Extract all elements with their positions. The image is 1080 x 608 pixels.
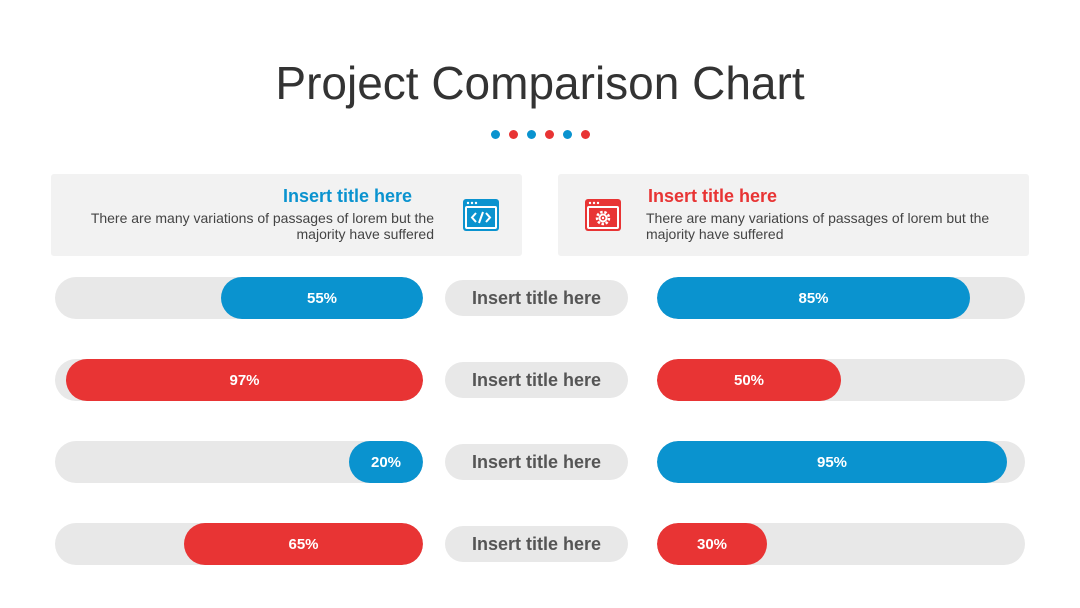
bar: 50%	[657, 359, 841, 401]
bar-value-label: 85%	[798, 289, 829, 307]
bar: 97%	[66, 359, 423, 401]
bar-track: 50%	[657, 359, 1025, 401]
decorative-dot	[490, 130, 500, 139]
right-card-title: Insert title here	[648, 186, 778, 206]
row-label: Insert title here	[445, 526, 628, 562]
settings-window-icon	[585, 199, 621, 231]
decorative-dot	[562, 130, 572, 139]
row-label: Insert title here	[445, 280, 628, 316]
bar-value-label: 65%	[288, 535, 319, 553]
bar-track: 30%	[657, 523, 1025, 565]
row-label: Insert title here	[445, 362, 628, 398]
decorative-dots	[0, 130, 1080, 139]
bar-value-label: 30%	[696, 535, 728, 553]
bar-track: 97%	[55, 359, 423, 401]
bar-value-label: 20%	[370, 453, 402, 471]
bar-value-label: 97%	[229, 371, 260, 389]
bar: 30%	[657, 523, 767, 565]
bar-value-label: 55%	[306, 289, 338, 307]
right-card: Insert title here There are many variati…	[558, 174, 1029, 256]
left-card-description: There are many variations of passages of…	[90, 210, 434, 242]
decorative-dot	[580, 130, 590, 139]
page-title: Project Comparison Chart	[275, 57, 805, 109]
decorative-dot	[508, 130, 518, 139]
bar-track: 55%	[55, 277, 423, 319]
bar: 20%	[349, 441, 423, 483]
bar-track: 85%	[657, 277, 1025, 319]
bar-track: 20%	[55, 441, 423, 483]
bar-value-label: 95%	[816, 453, 848, 471]
row-label: Insert title here	[445, 444, 628, 480]
bar: 55%	[221, 277, 423, 319]
decorative-dot	[544, 130, 554, 139]
decorative-dot	[526, 130, 536, 139]
bar-value-label: 50%	[733, 371, 765, 389]
code-window-icon	[463, 199, 499, 231]
left-card: Insert title here There are many variati…	[51, 174, 522, 256]
bar-track: 65%	[55, 523, 423, 565]
bar: 65%	[184, 523, 423, 565]
left-card-title: Insert title here	[282, 186, 412, 206]
bar-track: 95%	[657, 441, 1025, 483]
bar: 95%	[657, 441, 1007, 483]
right-card-description: There are many variations of passages of…	[646, 210, 990, 242]
bar: 85%	[657, 277, 970, 319]
